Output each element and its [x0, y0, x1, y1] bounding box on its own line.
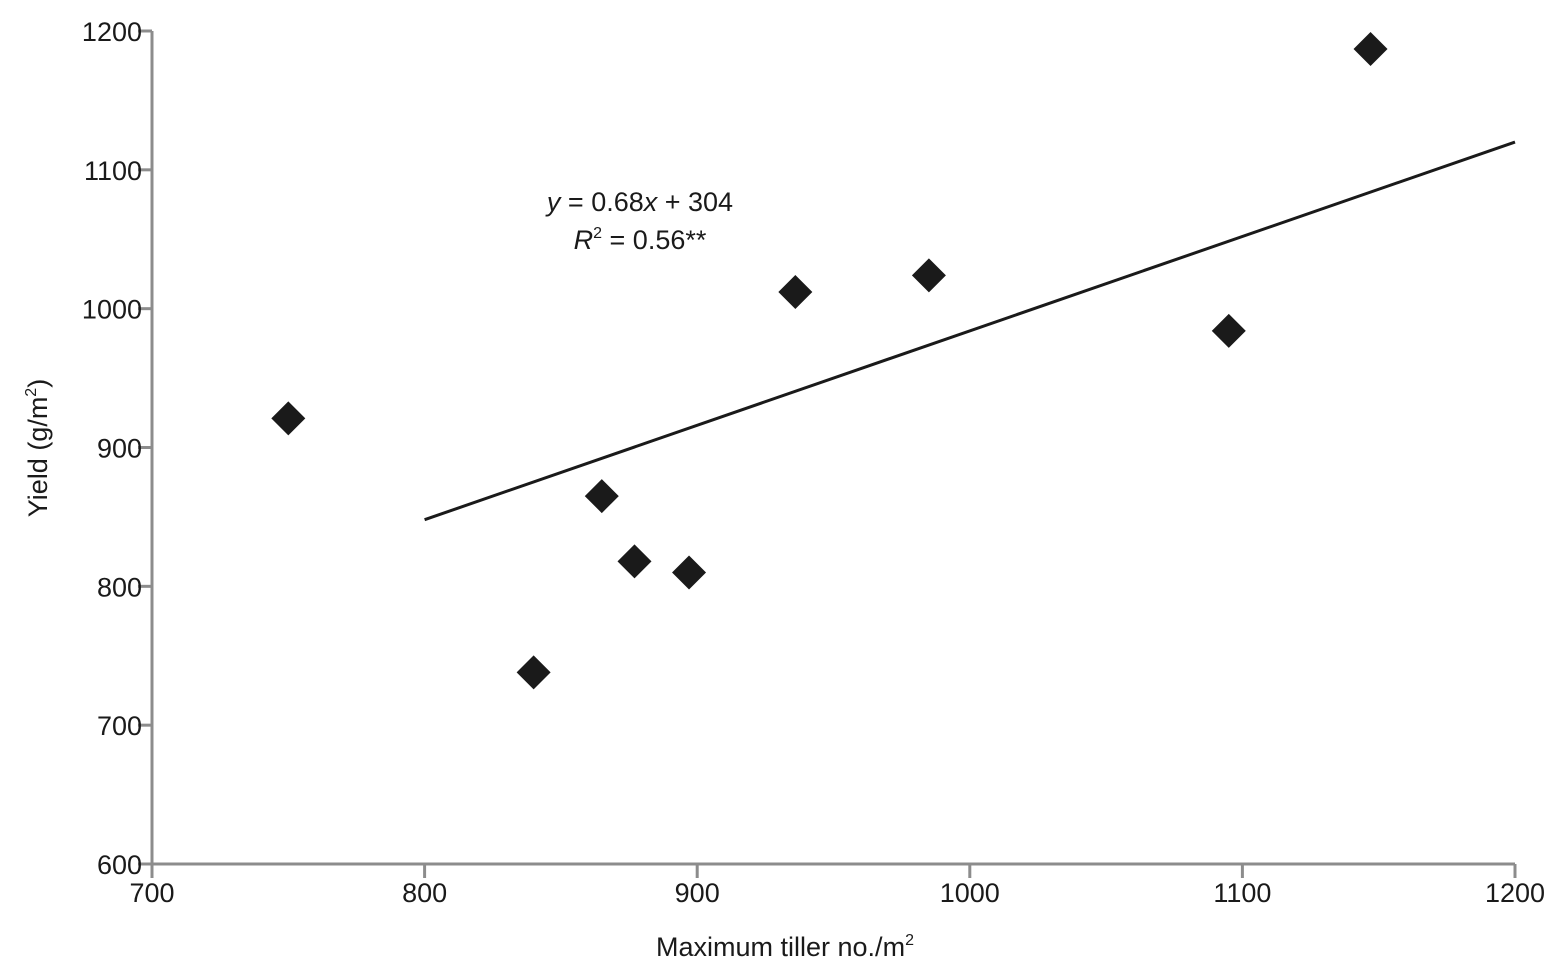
x-axis-title: Maximum tiller no./m2 — [656, 932, 914, 962]
x-tick-label: 900 — [675, 878, 720, 908]
data-points — [271, 32, 1388, 690]
x-tick-label: 700 — [129, 878, 174, 908]
data-point — [516, 655, 551, 690]
data-point — [778, 275, 813, 310]
trendline — [424, 140, 1516, 522]
x-tick-label: 1100 — [1213, 878, 1271, 908]
data-point — [672, 555, 707, 590]
y-tick-label: 700 — [97, 711, 142, 741]
data-point — [1353, 32, 1388, 67]
y-tick-label: 800 — [97, 572, 142, 602]
y-tick-label: 900 — [97, 434, 142, 464]
y-tick-label: 600 — [97, 850, 142, 880]
data-point — [1211, 313, 1246, 348]
x-tick-label: 1000 — [940, 878, 1000, 908]
data-point — [271, 401, 306, 436]
y-tick-label: 1100 — [84, 156, 142, 186]
x-tick-label: 800 — [402, 878, 447, 908]
x-tick-label: 1200 — [1485, 878, 1545, 908]
regression-equation: y = 0.68x + 304 — [545, 187, 733, 217]
y-tick-label: 1200 — [82, 17, 142, 47]
data-point — [911, 258, 946, 293]
y-tick-label: 1000 — [82, 295, 142, 325]
trendline-group — [424, 140, 1516, 522]
r-squared-label: R2 = 0.56** — [574, 225, 707, 255]
data-point — [617, 544, 652, 579]
y-axis-title: Yield (g/m2) — [23, 379, 53, 517]
data-point — [584, 479, 619, 514]
